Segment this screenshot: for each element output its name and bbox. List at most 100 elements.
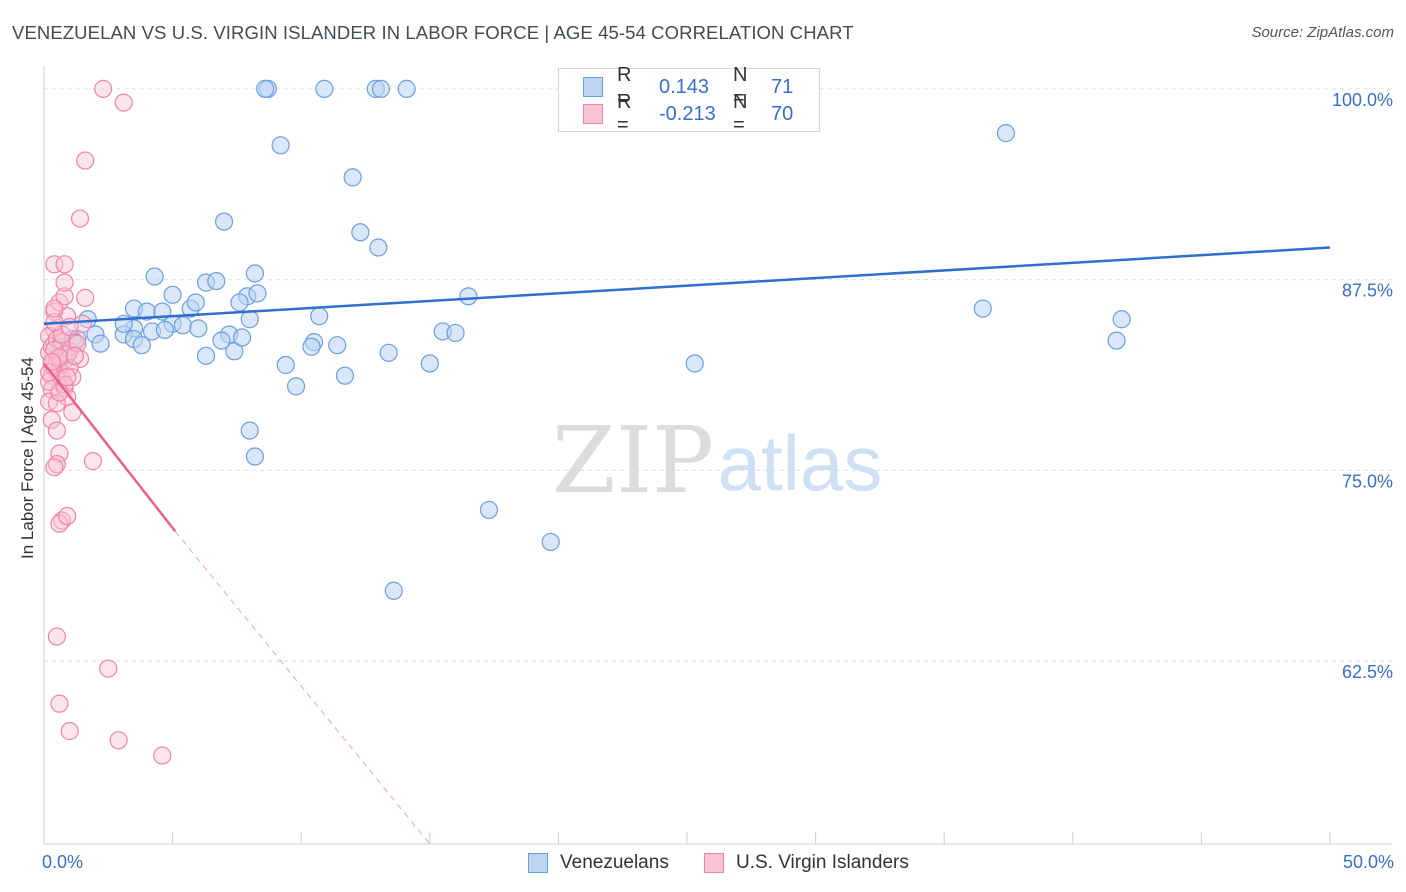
data-point-venezuelan	[214, 212, 234, 231]
data-point-venezuelan	[371, 79, 391, 98]
series-legend-virgin-islanders[interactable]: U.S. Virgin Islanders	[704, 852, 909, 874]
data-point-venezuelan	[276, 355, 295, 375]
data-point-virgin-islander	[42, 410, 61, 430]
data-point-virgin-islander	[63, 368, 82, 387]
series-label-venezuelans: Venezuelans	[560, 852, 669, 873]
trend-lines	[43, 246, 1331, 845]
data-point-virgin-islander	[58, 368, 77, 387]
data-point-virgin-islander	[50, 694, 69, 713]
data-point-virgin-islander	[45, 255, 64, 274]
data-point-virgin-islander	[42, 352, 61, 372]
trend-line-virgin-islanders	[43, 362, 177, 533]
data-point-virgin-islander	[60, 722, 79, 741]
data-point-venezuelan	[91, 334, 110, 353]
data-point-virgin-islander	[65, 346, 84, 365]
data-point-virgin-islander	[40, 392, 59, 411]
data-point-virgin-islander	[45, 299, 64, 318]
data-point-virgin-islander	[114, 93, 133, 112]
series-swatch-pink	[704, 853, 724, 873]
data-point-venezuelan	[397, 79, 416, 98]
data-point-virgin-islander	[47, 455, 66, 474]
legend-n-value: 71	[771, 75, 794, 98]
data-point-virgin-islander	[99, 659, 118, 678]
y-tick-label: 100.0%	[1332, 90, 1393, 110]
watermark-atlas: atlas	[718, 419, 883, 507]
legend-n-value: 70	[771, 102, 794, 125]
y-tick-label: 87.5%	[1342, 281, 1393, 301]
chart-title: VENEZUELAN VS U.S. VIRGIN ISLANDER IN LA…	[12, 22, 854, 43]
data-point-venezuelan	[685, 354, 704, 373]
trend-line-virgin-islanders-extension	[174, 530, 431, 845]
venezuelan-points	[45, 79, 1131, 600]
x-tick-max: 50.0%	[1342, 852, 1394, 872]
data-point-venezuelan	[225, 342, 244, 361]
watermark-zip: ZIP	[552, 407, 714, 514]
data-point-virgin-islander	[109, 731, 128, 750]
data-point-venezuelan	[245, 447, 265, 466]
data-point-venezuelan	[973, 299, 992, 318]
data-point-virgin-islander	[55, 273, 74, 292]
data-point-virgin-islander	[55, 287, 74, 306]
data-point-venezuelan	[186, 293, 205, 312]
data-point-venezuelan	[245, 264, 265, 283]
y-tick-label: 62.5%	[1342, 662, 1393, 682]
data-point-virgin-islander	[50, 444, 69, 463]
data-point-virgin-islander	[76, 151, 95, 170]
data-point-venezuelan	[343, 168, 362, 187]
x-tick-min: 0.0%	[42, 852, 84, 872]
data-point-venezuelan	[1107, 331, 1126, 350]
data-point-venezuelan	[351, 223, 370, 242]
data-point-venezuelan	[302, 337, 321, 356]
axes	[43, 66, 1392, 845]
data-point-virgin-islander	[70, 209, 90, 228]
data-point-venezuelan	[420, 354, 439, 373]
data-point-virgin-islander	[58, 506, 77, 526]
data-point-virgin-islander	[47, 394, 66, 413]
data-point-virgin-islander	[55, 255, 74, 274]
y-tick-label: 75.0%	[1342, 471, 1393, 491]
legend-r-value: -0.213	[659, 102, 716, 125]
legend-n-label: N =	[733, 64, 748, 109]
data-point-venezuelan	[256, 79, 275, 98]
data-point-venezuelan	[479, 500, 499, 520]
data-point-venezuelan	[196, 346, 216, 365]
data-point-venezuelan	[248, 284, 267, 303]
series-swatch-blue	[528, 853, 548, 873]
data-point-venezuelan	[384, 581, 403, 600]
legend-n-label: N =	[733, 91, 748, 136]
series-legend-venezuelans[interactable]: Venezuelans	[528, 852, 669, 874]
data-point-venezuelan	[230, 293, 249, 312]
data-point-venezuelan	[145, 267, 164, 286]
trend-line-venezuelans	[43, 246, 1331, 326]
data-point-venezuelan	[459, 287, 478, 306]
data-point-venezuelan	[212, 331, 231, 350]
data-point-venezuelan	[335, 366, 355, 385]
legend-r-label: R =	[617, 91, 632, 136]
data-point-virgin-islander	[45, 458, 64, 477]
legend-swatch-blue	[583, 77, 603, 97]
data-point-virgin-islander	[47, 421, 66, 440]
y-axis-label: In Labor Force | Age 45-54	[18, 357, 37, 559]
legend-swatch-pink	[583, 104, 603, 124]
legend-r-label: R =	[617, 64, 632, 109]
data-point-venezuelan	[163, 285, 182, 304]
data-point-venezuelan	[271, 136, 290, 155]
data-point-venezuelan	[189, 319, 208, 338]
data-point-venezuelan	[240, 421, 259, 440]
correlation-legend: R = 0.143 N = 71 R = -0.213 N = 70	[558, 64, 820, 136]
data-point-venezuelan	[369, 238, 388, 257]
data-point-venezuelan	[379, 343, 398, 362]
data-point-venezuelan	[996, 124, 1016, 143]
data-point-venezuelan	[541, 532, 560, 552]
data-point-venezuelan	[1112, 310, 1131, 329]
y-tick-labels: 62.5% 75.0% 87.5% 100.0%	[1332, 90, 1393, 682]
data-point-virgin-islander	[76, 288, 95, 307]
source-label: Source: ZipAtlas.com	[1251, 24, 1394, 41]
data-point-venezuelan	[155, 320, 174, 340]
data-point-venezuelan	[286, 377, 306, 396]
data-point-venezuelan	[173, 316, 192, 335]
data-point-venezuelan	[232, 328, 252, 347]
legend-r-value: 0.143	[659, 75, 710, 98]
data-point-venezuelan	[310, 307, 329, 326]
